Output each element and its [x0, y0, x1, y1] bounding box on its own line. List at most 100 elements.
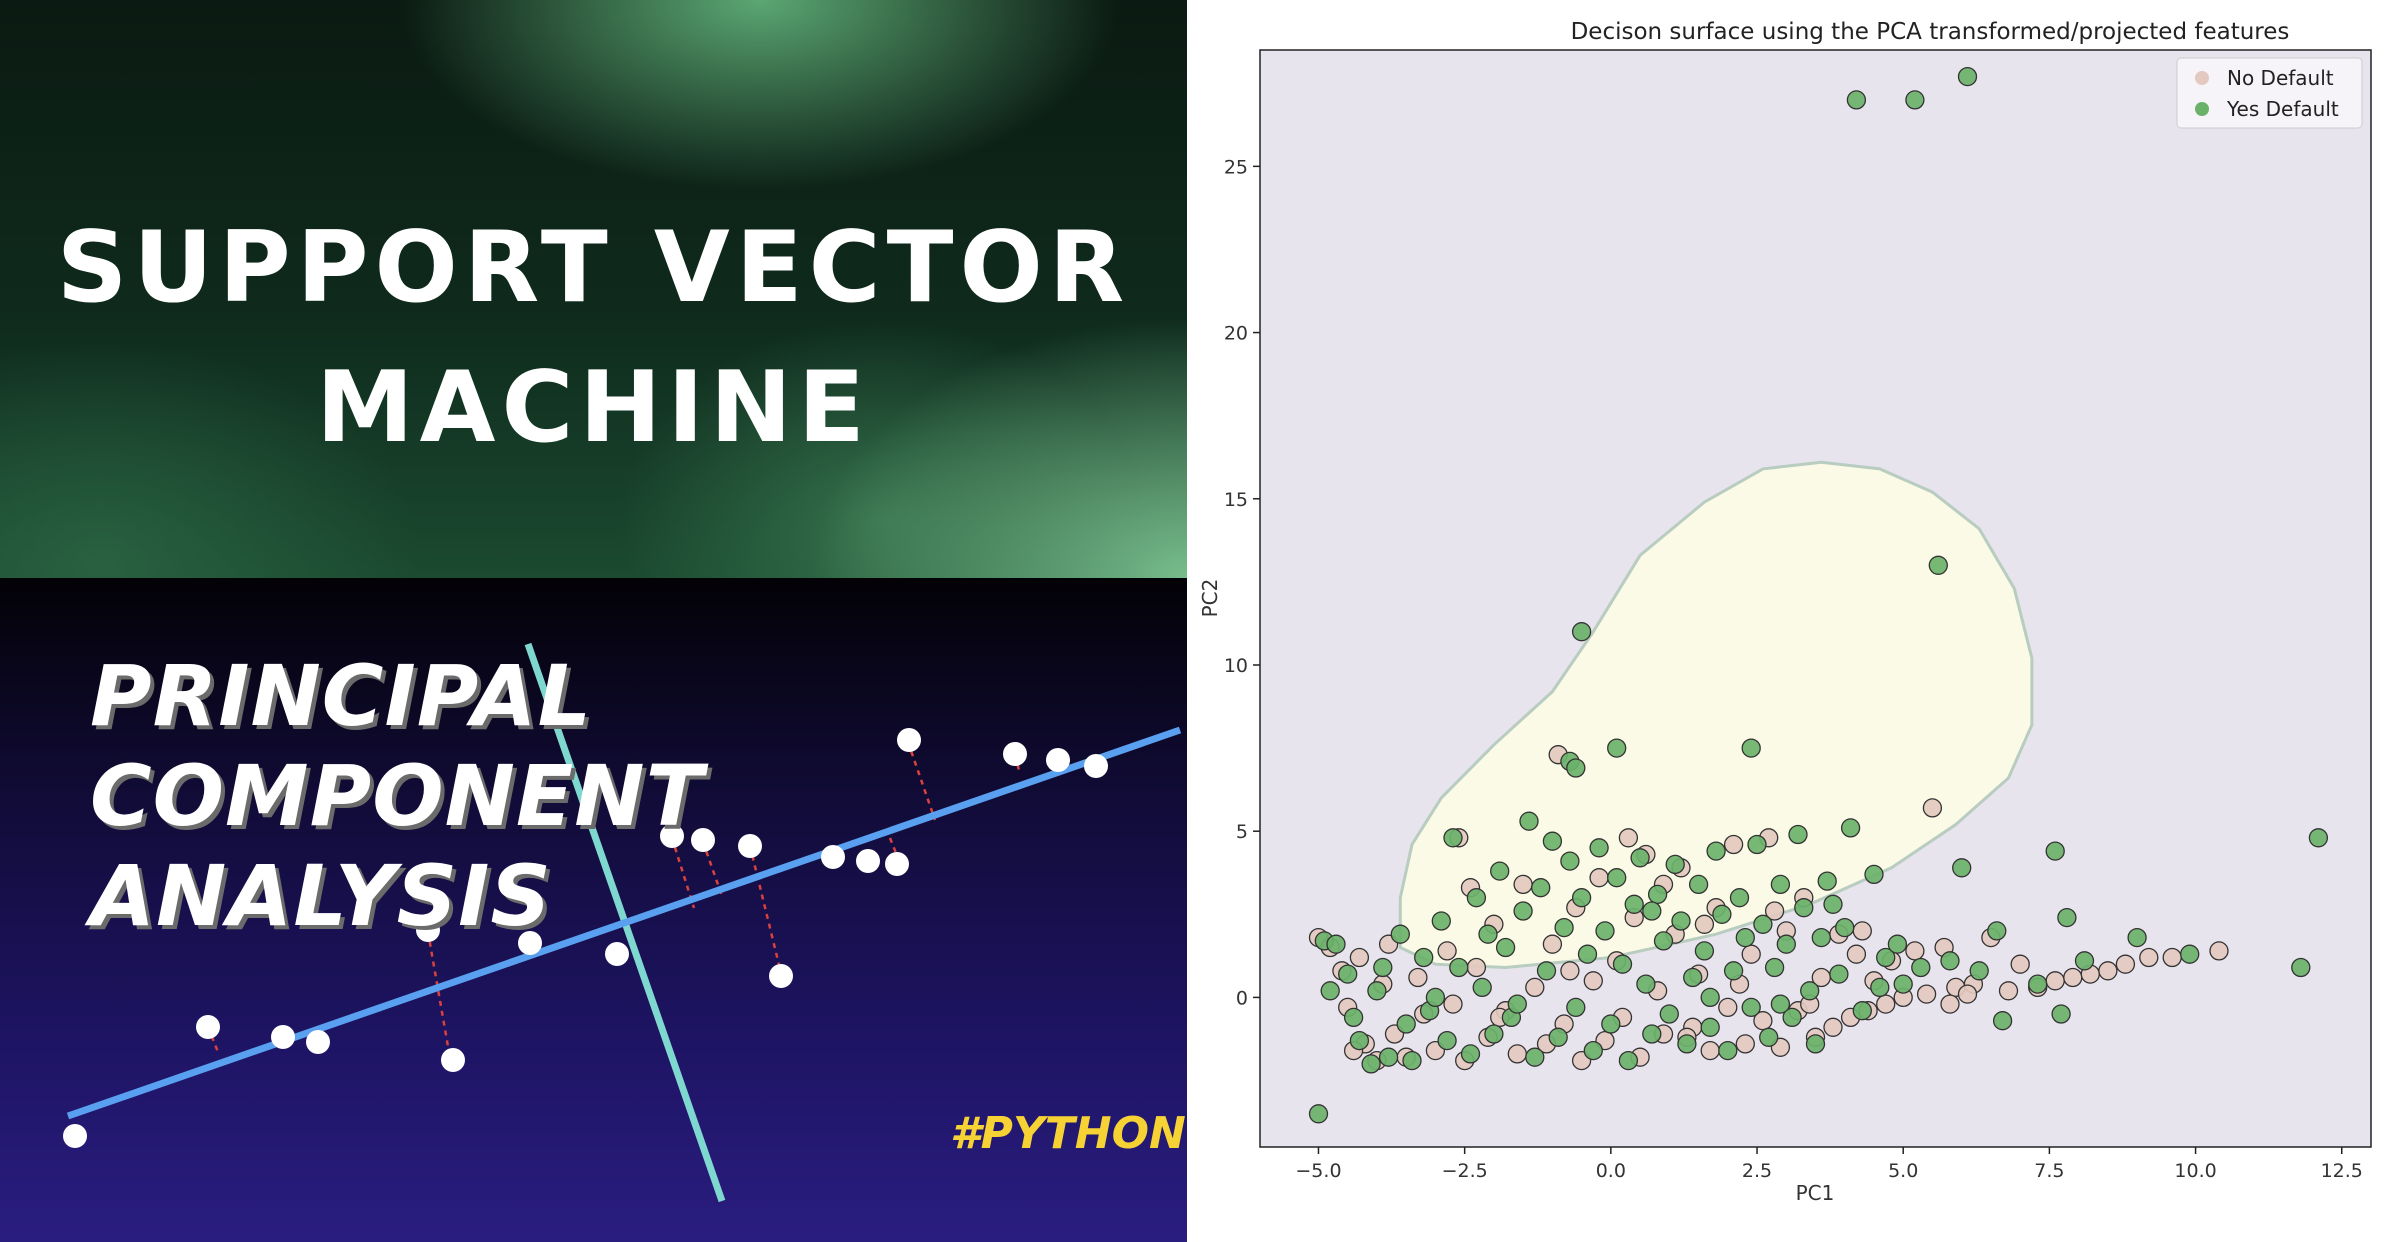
scatter-point-yes-default	[1361, 1054, 1381, 1074]
scatter-point-yes-default	[1911, 957, 1931, 978]
scatter-point-yes-default	[2074, 951, 2095, 971]
scatter-point-yes-default	[1624, 894, 1644, 914]
scatter-point-yes-default	[1811, 927, 1831, 948]
scatter-point-no-default	[1922, 798, 1943, 818]
scatter-point-yes-default	[1449, 957, 1469, 978]
residual-line	[888, 837, 900, 859]
scatter-point-no-default	[1618, 828, 1639, 848]
legend-label-no-default: No Default	[2227, 66, 2334, 90]
scatter-point-yes-default	[1402, 1050, 1422, 1071]
y-tick-label: 5	[1236, 821, 1248, 843]
chart-title: Decison surface using the PCA transforme…	[1571, 19, 2290, 45]
x-tick-label: −2.5	[1442, 1160, 1488, 1182]
pca-point	[518, 931, 542, 955]
scatter-point-yes-default	[1507, 994, 1527, 1014]
scatter-point-yes-default	[1817, 871, 1837, 891]
scatter-point-yes-default	[2291, 957, 2311, 978]
scatter-point-yes-default	[1308, 1104, 1329, 1124]
scatter-point-yes-default	[1671, 911, 1691, 931]
scatter-point-no-default	[1940, 994, 1960, 1014]
pca-illustration	[63, 642, 1182, 1203]
scatter-point-yes-default	[1612, 954, 1633, 974]
scatter-point-yes-default	[1887, 934, 1908, 954]
scatter-point-yes-default	[1495, 937, 1516, 958]
scatter-point-yes-default	[1583, 1040, 1603, 1061]
scatter-point-no-default	[1560, 961, 1580, 981]
x-tick-label: 12.5	[2321, 1160, 2363, 1182]
scatter-point-yes-default	[1484, 1024, 1504, 1044]
scatter-point-yes-default	[1718, 1040, 1738, 1061]
pca-thumbnail: PRINCIPAL COMPONENT ANALYSIS #PYTHON	[0, 578, 1187, 1242]
scatter-point-no-default	[2063, 967, 2083, 988]
scatter-point-yes-default	[1472, 977, 1492, 998]
scatter-point-no-default	[1437, 941, 1457, 961]
scatter-point-no-default	[2115, 954, 2136, 974]
scatter-point-yes-default	[1805, 1034, 1826, 1054]
legend: No Default Yes Default	[2176, 57, 2363, 129]
scatter-point-yes-default	[1957, 66, 1978, 87]
scatter-point-yes-default	[1729, 888, 1750, 908]
scatter-point-no-default	[2162, 947, 2182, 968]
residual-line	[748, 845, 783, 974]
scatter-point-yes-default	[1846, 90, 1867, 110]
y-tick-label: 20	[1224, 323, 1248, 345]
scatter-point-yes-default	[1536, 961, 1557, 981]
scatter-point-no-default	[2209, 941, 2229, 961]
pca-point	[1084, 754, 1108, 778]
scatter-point-no-default	[1741, 944, 1761, 964]
pca-point	[885, 852, 909, 876]
scatter-point-yes-default	[1694, 941, 1715, 961]
pca-title-line: COMPONENT	[90, 747, 704, 845]
scatter-point-yes-default	[1630, 848, 1650, 868]
pca-point	[821, 845, 845, 869]
scatter-point-yes-default	[1665, 854, 1685, 875]
scatter-point-no-default	[1542, 934, 1563, 954]
scatter-point-no-default	[1507, 1044, 1527, 1064]
scatter-point-no-default	[1513, 874, 1533, 895]
scatter-point-yes-default	[1706, 841, 1726, 861]
scatter-point-yes-default	[1647, 884, 1668, 905]
scatter-point-yes-default	[1905, 90, 1925, 110]
scatter-point-yes-default	[1782, 1007, 1802, 1028]
y-tick-label: 25	[1224, 156, 1248, 178]
legend-box	[2176, 57, 2363, 129]
pca-title-line: PRINCIPAL	[90, 647, 593, 745]
scatter-point-yes-default	[1601, 1014, 1621, 1034]
svm-thumbnail: SUPPORT VECTOR MACHINE	[0, 0, 1187, 578]
y-axis-label: PC2	[1198, 579, 1222, 618]
scatter-point-yes-default	[1823, 894, 1843, 914]
plot-frame	[1259, 49, 2372, 1148]
scatter-point-yes-default	[1653, 931, 1674, 951]
scatter-point-no-default	[2045, 971, 2065, 991]
scatter-point-yes-default	[1513, 901, 1533, 921]
scatter-point-yes-default	[1320, 981, 1340, 1001]
scatter-point-no-default	[1466, 957, 1487, 978]
scatter-point-yes-default	[1618, 1050, 1639, 1071]
pca-point	[196, 1015, 220, 1039]
scatter-point-yes-default	[1554, 917, 1574, 938]
scatter-point-yes-default	[1478, 924, 1498, 944]
scatter-point-yes-default	[1952, 858, 1972, 878]
scatter-point-yes-default	[1829, 964, 1849, 984]
scatter-point-yes-default	[1566, 997, 1586, 1018]
scatter-point-yes-default	[1683, 967, 1703, 988]
scatter-point-yes-default	[1747, 834, 1767, 855]
scatter-point-yes-default	[1378, 1047, 1399, 1067]
scatter-point-no-default	[1823, 1017, 1843, 1037]
scatter-point-yes-default	[1735, 927, 1755, 948]
y-tick-label: 0	[1236, 987, 1248, 1009]
scatter-point-no-default	[1735, 1034, 1755, 1054]
pca-title-line: ANALYSIS	[90, 847, 552, 945]
scatter-point-no-default	[2098, 961, 2118, 981]
scatter-point-yes-default	[1519, 811, 1539, 831]
scatter-point-yes-default	[1577, 944, 1598, 964]
scatter-point-yes-default	[1794, 898, 1814, 918]
scatter-point-yes-default	[1876, 947, 1896, 968]
scatter-point-yes-default	[1712, 904, 1732, 924]
scatter-point-yes-default	[1636, 974, 1656, 994]
scatter-point-no-default	[1525, 977, 1545, 998]
scatter-point-yes-default	[1490, 861, 1510, 881]
scatter-point-no-default	[1718, 997, 1738, 1018]
pca-point	[738, 834, 762, 858]
svm-title-line-2: MACHINE	[316, 351, 871, 465]
